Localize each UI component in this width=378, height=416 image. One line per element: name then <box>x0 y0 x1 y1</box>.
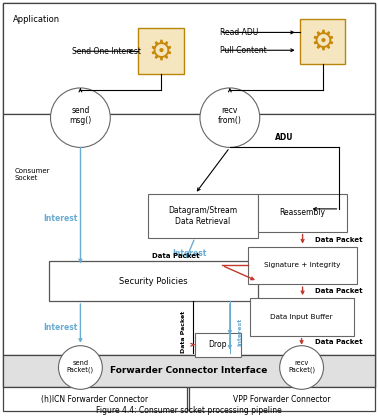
Text: send
Packet(): send Packet() <box>67 360 94 373</box>
Text: Datagram/Stream
Data Retrieval: Datagram/Stream Data Retrieval <box>168 206 237 225</box>
Text: Figure 4.4: Consumer socket processing pipeline: Figure 4.4: Consumer socket processing p… <box>96 406 282 415</box>
Text: Data Packet: Data Packet <box>181 311 186 353</box>
Text: ADU: ADU <box>276 134 294 142</box>
Bar <box>248 247 357 284</box>
Text: send
msg(): send msg() <box>69 106 91 125</box>
Bar <box>148 194 258 238</box>
Text: Reassembly: Reassembly <box>280 208 325 217</box>
Text: Data Packet: Data Packet <box>152 253 200 260</box>
Text: Data Packet: Data Packet <box>314 339 362 345</box>
Text: ⚙: ⚙ <box>149 37 174 65</box>
Bar <box>138 28 184 74</box>
Text: Drop: Drop <box>209 340 227 349</box>
Text: Interest: Interest <box>237 318 242 346</box>
Text: VPP Forwarder Connector: VPP Forwarder Connector <box>233 395 330 404</box>
Text: Send One Interest: Send One Interest <box>73 47 141 56</box>
Text: Consumer
Socket: Consumer Socket <box>15 168 50 181</box>
Bar <box>3 354 375 387</box>
Text: Forwarder Connector Interface: Forwarder Connector Interface <box>110 366 268 375</box>
Bar <box>258 194 347 232</box>
Text: Interest: Interest <box>172 249 206 258</box>
Circle shape <box>280 346 324 389</box>
Circle shape <box>59 346 102 389</box>
Circle shape <box>51 88 110 147</box>
Text: Interest: Interest <box>43 214 77 223</box>
Text: Application: Application <box>12 15 60 24</box>
Text: Signature + Integrity: Signature + Integrity <box>264 262 341 268</box>
Text: (h)ICN Forwarder Connector: (h)ICN Forwarder Connector <box>41 395 148 404</box>
Text: Data Packet: Data Packet <box>314 288 362 294</box>
Text: recv
from(): recv from() <box>218 106 242 125</box>
Text: Pull Content: Pull Content <box>220 46 266 55</box>
Text: Data Input Buffer: Data Input Buffer <box>270 314 333 320</box>
Text: recv
Packet(): recv Packet() <box>288 360 315 373</box>
Bar <box>3 114 375 354</box>
Text: Read ADU: Read ADU <box>220 28 258 37</box>
Circle shape <box>200 88 260 147</box>
Text: Interest: Interest <box>43 323 77 332</box>
Bar <box>48 261 258 301</box>
Bar <box>189 387 375 411</box>
Bar <box>250 298 355 336</box>
Text: ⚙: ⚙ <box>310 27 335 55</box>
Bar <box>300 19 345 64</box>
Text: Security Policies: Security Policies <box>119 277 187 286</box>
Bar <box>195 333 241 357</box>
Bar <box>3 387 187 411</box>
Text: Data Packet: Data Packet <box>314 237 362 243</box>
Bar <box>3 2 375 114</box>
